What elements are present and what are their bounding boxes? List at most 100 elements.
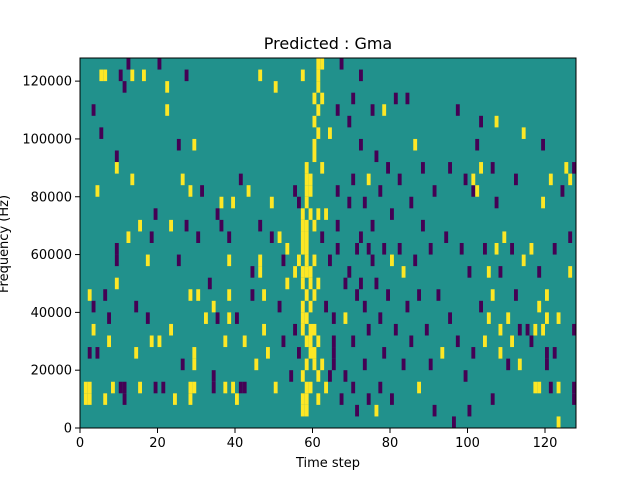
heatmap-cell [393, 323, 398, 336]
heatmap-cell [227, 312, 232, 324]
heatmap-cell [467, 266, 472, 278]
heatmap-cell [514, 289, 518, 301]
heatmap-cell [242, 335, 247, 348]
heatmap-cell [157, 335, 162, 348]
heatmap-cell [312, 92, 317, 105]
heatmap-cell [374, 277, 379, 290]
heatmap-cell [552, 243, 557, 255]
heatmap-cell [471, 185, 476, 197]
heatmap-cells [83, 58, 576, 428]
heatmap-cell [103, 289, 108, 301]
heatmap-cell [548, 381, 553, 394]
heatmap-cell [165, 104, 170, 116]
heatmap-cell [169, 219, 173, 232]
heatmap-cell [444, 231, 449, 243]
heatmap-cell [246, 185, 251, 197]
heatmap-cell [316, 104, 321, 116]
heatmap-cell [382, 104, 387, 116]
heatmap-cell [331, 347, 336, 359]
heatmap-cell [475, 138, 480, 151]
heatmap-cell [99, 127, 104, 139]
heatmap-cell [300, 266, 305, 278]
heatmap-cell [397, 243, 402, 255]
heatmap-cell [370, 219, 375, 232]
heatmap-cell [568, 266, 573, 278]
heatmap-cell [382, 347, 387, 359]
heatmap-cell [479, 162, 483, 174]
heatmap-cell [304, 219, 309, 232]
heatmap-cell [312, 115, 317, 128]
heatmap-cell [370, 254, 375, 267]
heatmap-cell [498, 323, 503, 336]
heatmap-cell [541, 196, 545, 209]
heatmap-cell [266, 347, 270, 359]
heatmap-cell [374, 150, 379, 163]
x-axis-label: Time step [295, 456, 360, 471]
heatmap-cell [304, 393, 309, 405]
heatmap-cell [87, 289, 92, 301]
heatmap-cell [300, 69, 305, 82]
heatmap-cell [118, 381, 123, 394]
heatmap-cell [169, 323, 173, 336]
heatmap-cell [277, 231, 282, 243]
heatmap-cell [308, 323, 313, 336]
heatmap-cell [343, 312, 348, 324]
heatmap-cell [285, 277, 290, 290]
heatmap-cell [308, 208, 313, 220]
x-tick-label: 60 [304, 436, 321, 451]
heatmap-cell [335, 185, 340, 197]
heatmap-cell [529, 335, 534, 348]
heatmap-cell [525, 323, 530, 336]
heatmap-cell [103, 69, 108, 82]
heatmap-cell [300, 231, 305, 243]
heatmap-cell [347, 115, 352, 128]
heatmap-cell [320, 358, 325, 371]
heatmap-cell [114, 254, 119, 267]
heatmap-cell [545, 358, 549, 371]
heatmap-cell [393, 92, 398, 105]
heatmap-cell [103, 393, 108, 405]
heatmap-cell [335, 243, 340, 255]
heatmap-cell [211, 300, 216, 313]
heatmap-cell [328, 127, 332, 139]
heatmap-cell [111, 381, 115, 394]
heatmap-cell [145, 312, 150, 324]
heatmap-cell [95, 185, 100, 197]
heatmap-cell [316, 58, 321, 70]
heatmap-cell [250, 289, 255, 301]
heatmap-cell [188, 185, 193, 197]
heatmap-cell [304, 289, 309, 301]
heatmap-cell [285, 243, 290, 255]
heatmap-cell [107, 335, 111, 348]
heatmap-cell [289, 370, 294, 382]
heatmap-cell [428, 243, 433, 255]
heatmap-cell [331, 312, 336, 324]
heatmap-cell [397, 173, 402, 186]
heatmap-cell [300, 208, 305, 220]
heatmap-cell [343, 277, 348, 290]
heatmap-cell [494, 115, 499, 128]
x-tick-label: 0 [76, 436, 84, 451]
heatmap-cell [401, 266, 406, 278]
plot-frame [79, 57, 577, 429]
heatmap-cell [366, 323, 371, 336]
heatmap-cell [238, 381, 243, 394]
heatmap-cell [173, 393, 177, 405]
heatmap-cell [556, 312, 561, 324]
heatmap-cell [192, 381, 197, 394]
heatmap-cell [304, 185, 309, 197]
heatmap-cell [157, 58, 162, 70]
heatmap-cell [269, 231, 274, 243]
heatmap-cell [331, 358, 336, 371]
heatmap-cell [436, 289, 441, 301]
heatmap-cell [188, 393, 193, 405]
heatmap-cell [262, 289, 266, 301]
heatmap-cell [362, 196, 367, 209]
heatmap-cell [235, 393, 239, 405]
heatmap-cell [351, 173, 356, 186]
x-tick-label: 100 [455, 436, 480, 451]
heatmap-cell [490, 289, 495, 301]
heatmap-cell [300, 370, 305, 382]
heatmap-cell [359, 138, 363, 151]
heatmap-cell [316, 393, 321, 405]
